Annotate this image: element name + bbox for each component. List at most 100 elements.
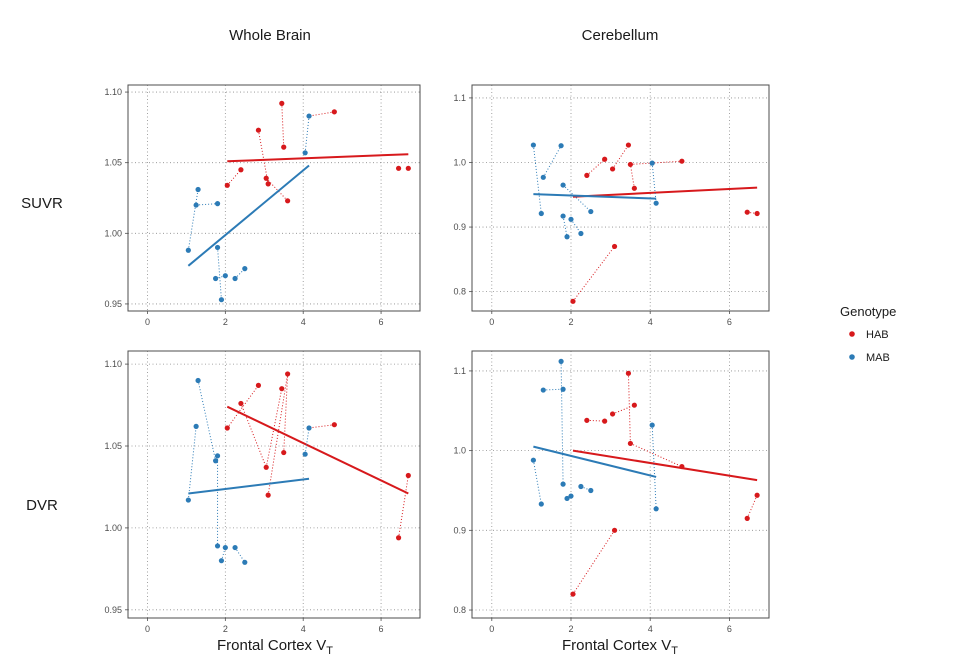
y-tick-label: 1.0 (453, 157, 466, 167)
x-tick-label: 2 (223, 624, 228, 634)
column-title-cerebellum: Cerebellum (582, 27, 659, 44)
panel-border (127, 350, 421, 619)
x-tick-label: 4 (301, 317, 306, 327)
x-tick-label: 6 (379, 317, 384, 327)
point-mab (560, 386, 566, 392)
y-tick-label: 0.8 (453, 605, 466, 615)
point-mab (232, 275, 238, 282)
panel-border (471, 350, 770, 619)
panel-whole-brain-dvr: 0 2 4 6 0.95 1.00 1.05 1.10 (104, 350, 421, 634)
pair-link-hab (746, 495, 758, 519)
point-mab (193, 202, 199, 208)
pair-link-mab (304, 116, 310, 153)
panel-background (472, 351, 769, 618)
point-mab (222, 273, 228, 279)
y-tick-label: 1.00 (104, 228, 122, 238)
pair-link-hab (267, 373, 289, 496)
pair-link-hab (265, 388, 283, 468)
pair-link-hab (281, 103, 285, 148)
pair-link-mab (187, 426, 197, 501)
panel-background (128, 85, 420, 311)
pair-link-hab (630, 160, 682, 165)
point-hab (754, 210, 760, 217)
point-hab (631, 185, 637, 191)
legend-label-hab: HAB (866, 329, 889, 341)
pair-link-hab (630, 442, 683, 468)
legend-title: Genotype (840, 304, 896, 319)
point-mab (218, 297, 225, 303)
x-tick-label: 6 (379, 624, 384, 634)
point-mab (588, 487, 594, 494)
point-hab (609, 166, 616, 172)
pair-link-hab (612, 404, 635, 415)
point-hab (224, 182, 230, 188)
y-tick-label: 1.05 (104, 441, 122, 451)
pair-link-hab (308, 424, 335, 429)
point-hab (238, 400, 244, 407)
point-hab (631, 402, 637, 408)
pair-link-hab (572, 530, 615, 595)
point-hab (584, 417, 590, 423)
panel-background (128, 351, 420, 618)
y-tick-label: 1.05 (104, 158, 122, 168)
point-mab (540, 387, 546, 393)
pair-link-mab (187, 189, 199, 251)
legend-key-mab (849, 354, 855, 360)
point-mab (213, 458, 219, 464)
point-hab (625, 142, 632, 148)
y-tick-label: 1.00 (104, 523, 122, 533)
y-tick-label: 1.1 (453, 93, 466, 103)
point-mab (214, 453, 221, 459)
pair-link-hab (240, 403, 267, 468)
pair-link-hab (572, 246, 615, 302)
y-tick-label: 0.9 (453, 525, 466, 535)
point-hab (263, 464, 269, 470)
point-hab (265, 181, 271, 187)
point-hab (625, 370, 632, 376)
point-mab (560, 481, 566, 487)
row-title-dvr: DVR (26, 497, 58, 514)
point-mab (560, 213, 566, 219)
point-mab (649, 422, 655, 428)
point-hab (584, 172, 590, 178)
point-mab (568, 493, 574, 499)
y-tick-label: 0.9 (453, 222, 466, 232)
y-tick-label: 1.10 (104, 87, 122, 97)
point-mab (558, 358, 564, 364)
pair-link-hab (226, 169, 242, 186)
point-hab (611, 527, 618, 533)
point-mab (193, 423, 199, 429)
point-mab (568, 216, 574, 222)
point-hab (570, 591, 576, 597)
point-hab (602, 418, 608, 424)
point-hab (395, 535, 402, 541)
point-mab (213, 275, 219, 282)
point-hab (331, 109, 337, 115)
point-mab (558, 143, 564, 149)
point-mab (185, 247, 191, 253)
legend-key-hab (849, 331, 855, 337)
point-hab (627, 440, 634, 447)
point-mab (530, 457, 536, 463)
y-tick-label: 0.95 (104, 299, 122, 309)
pair-link-hab (629, 164, 635, 189)
point-hab (238, 167, 244, 173)
point-mab (242, 559, 248, 565)
point-mab (649, 160, 655, 166)
pair-link-mab (542, 145, 562, 178)
column-title-whole-brain: Whole Brain (229, 27, 311, 44)
point-mab (185, 497, 191, 503)
point-hab (611, 243, 618, 250)
point-mab (214, 543, 221, 549)
y-tick-label: 1.0 (453, 446, 466, 456)
point-mab (302, 451, 308, 457)
x-tick-label: 0 (489, 317, 494, 327)
point-mab (214, 244, 221, 251)
x-tick-label: 2 (568, 317, 573, 327)
pair-link-mab (196, 203, 218, 206)
point-hab (255, 382, 262, 388)
point-hab (609, 411, 616, 417)
point-hab (754, 492, 760, 498)
point-mab (195, 186, 201, 193)
x-tick-label: 2 (223, 317, 228, 327)
